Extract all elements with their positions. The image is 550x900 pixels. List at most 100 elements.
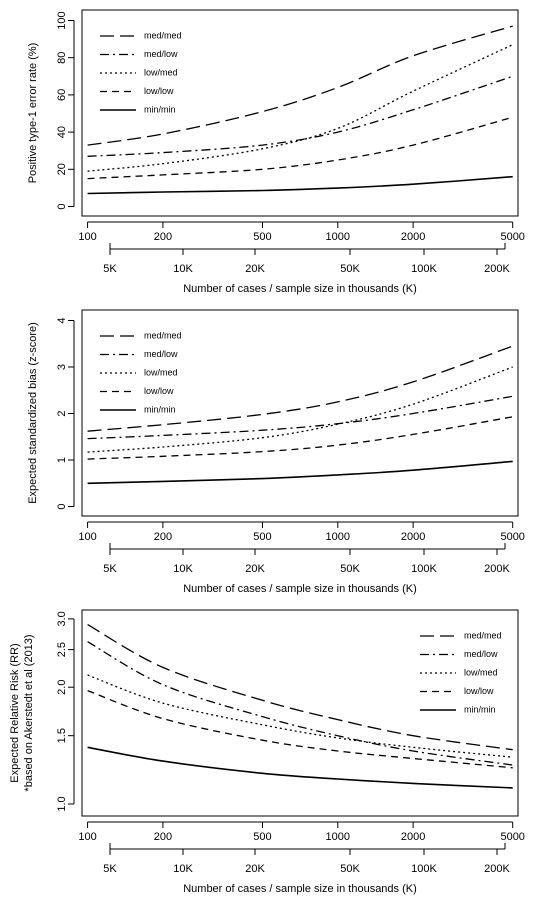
series-line-low-med xyxy=(87,366,513,453)
x-axis-cases: 100 200 500 1000 2000 5000 xyxy=(78,521,525,543)
x-tick-label: 1000 xyxy=(326,231,350,243)
x-tick-label: 200 xyxy=(154,231,172,243)
k-tick-label: 50K xyxy=(340,863,360,875)
y-tick-label: 40 xyxy=(56,126,68,138)
k-tick-label: 100K xyxy=(411,863,437,875)
k-tick-label: 100K xyxy=(411,263,437,275)
y-tick-label: 0 xyxy=(56,503,68,509)
y-tick-label: 20 xyxy=(56,163,68,175)
y-axis-subtitle: *based on Akerstedt et al (2013) xyxy=(23,634,35,791)
legend-label: med/med xyxy=(464,630,502,640)
series-line-med-med xyxy=(87,624,513,751)
legend-label: low/med xyxy=(144,367,178,377)
chart-panel-2: 100 200 500 1000 2000 5000 5K 10K 20K 50K 100K 200K… xyxy=(27,309,525,595)
x-tick-label: 500 xyxy=(253,231,271,243)
x-tick-label: 100 xyxy=(78,531,96,543)
x-tick-label: 200 xyxy=(154,831,172,843)
k-tick-label: 20K xyxy=(245,563,265,575)
chart-panel-3: 100 200 500 1000 2000 5000 5K 10K 20K 50K 100K 200K… xyxy=(9,609,525,895)
y-tick-label: 3.0 xyxy=(56,611,68,626)
series-line-med-low xyxy=(87,641,513,766)
y-axis: 0 20 40 60 80 100 xyxy=(56,11,75,210)
series-line-low-med xyxy=(87,44,513,172)
plot-frame xyxy=(81,309,519,517)
k-tick-label: 100K xyxy=(411,563,437,575)
y-tick-label: 100 xyxy=(56,11,68,29)
series-line-min-min xyxy=(87,175,513,195)
legend: med/med med/low low/med low/low min/min xyxy=(100,330,182,414)
legend-label: min/min xyxy=(464,704,496,714)
x-tick-label: 2000 xyxy=(401,531,425,543)
x-tick-label: 100 xyxy=(78,831,96,843)
x-tick-label: 100 xyxy=(78,231,96,243)
y-tick-label: 1.0 xyxy=(56,796,68,811)
x-tick-label: 5000 xyxy=(500,531,524,543)
x-axis-cases: 100 200 500 1000 2000 5000 xyxy=(78,221,525,243)
y-axis-title: Expected Relative Risk (RR) xyxy=(9,643,21,782)
x-tick-label: 1000 xyxy=(326,831,350,843)
y-tick-label: 3 xyxy=(56,364,68,370)
k-tick-label: 10K xyxy=(173,563,193,575)
y-tick-label: 2.0 xyxy=(56,680,68,695)
legend: med/med med/low low/med low/low min/min xyxy=(100,30,182,114)
x-tick-label: 5000 xyxy=(500,231,524,243)
series-line-low-low xyxy=(87,116,513,180)
legend-label: low/low xyxy=(144,386,174,396)
series-line-low-low xyxy=(87,416,513,460)
k-tick-label: 200K xyxy=(484,563,510,575)
legend-label: low/med xyxy=(144,67,178,77)
k-tick-label: 200K xyxy=(484,863,510,875)
legend-label: min/min xyxy=(144,104,176,114)
k-tick-label: 5K xyxy=(103,863,117,875)
y-tick-label: 60 xyxy=(56,89,68,101)
x-tick-label: 5000 xyxy=(500,831,524,843)
legend-label: med/low xyxy=(144,349,178,359)
series-line-med-low xyxy=(87,75,513,157)
plot-frame xyxy=(81,9,519,217)
series-line-min-min xyxy=(87,746,513,789)
k-tick-label: 50K xyxy=(340,263,360,275)
legend-label: low/med xyxy=(464,667,498,677)
k-tick-label: 200K xyxy=(484,263,510,275)
x-tick-label: 1000 xyxy=(326,531,350,543)
series-line-min-min xyxy=(87,460,513,485)
k-tick-label: 20K xyxy=(245,863,265,875)
y-tick-label: 1 xyxy=(56,457,68,463)
legend: med/med med/low low/med low/low min/min xyxy=(420,630,502,714)
y-tick-label: 2 xyxy=(56,410,68,416)
y-tick-label: 4 xyxy=(56,317,68,323)
y-axis: 0 1 2 3 4 xyxy=(56,317,75,510)
series-line-med-med xyxy=(87,345,513,432)
y-tick-label: 80 xyxy=(56,52,68,64)
legend-label: med/low xyxy=(144,49,178,59)
x-axis-title: Number of cases / sample size in thousan… xyxy=(183,283,417,295)
legend-label: med/low xyxy=(464,649,498,659)
y-axis-title: Expected standardized bias (z-score) xyxy=(27,322,39,504)
x-axis-sample-size: 5K 10K 20K 50K 100K 200K xyxy=(103,843,511,875)
y-tick-label: 0 xyxy=(56,203,68,209)
k-tick-label: 5K xyxy=(103,563,117,575)
legend-label: med/med xyxy=(144,30,182,40)
k-tick-label: 10K xyxy=(173,863,193,875)
x-axis-cases: 100 200 500 1000 2000 5000 xyxy=(78,821,525,843)
k-tick-label: 10K xyxy=(173,263,193,275)
x-axis-sample-size: 5K 10K 20K 50K 100K 200K xyxy=(103,243,511,275)
series-line-med-low xyxy=(87,395,513,440)
legend-label: low/low xyxy=(464,686,494,696)
series-line-med-med xyxy=(87,25,513,146)
k-tick-label: 50K xyxy=(340,563,360,575)
y-tick-label: 1.5 xyxy=(56,728,68,743)
x-tick-label: 200 xyxy=(154,531,172,543)
y-axis: 1.0 1.5 2.0 2.5 3.0 xyxy=(56,611,75,812)
series-line-low-med xyxy=(87,674,513,758)
k-tick-label: 5K xyxy=(103,263,117,275)
legend-label: low/low xyxy=(144,86,174,96)
x-tick-label: 500 xyxy=(253,531,271,543)
y-tick-label: 2.5 xyxy=(56,642,68,657)
y-axis-title: Positive type-1 error rate (%) xyxy=(27,43,39,184)
x-axis-sample-size: 5K 10K 20K 50K 100K 200K xyxy=(103,543,511,575)
x-axis-title: Number of cases / sample size in thousan… xyxy=(183,883,417,895)
x-tick-label: 2000 xyxy=(401,831,425,843)
